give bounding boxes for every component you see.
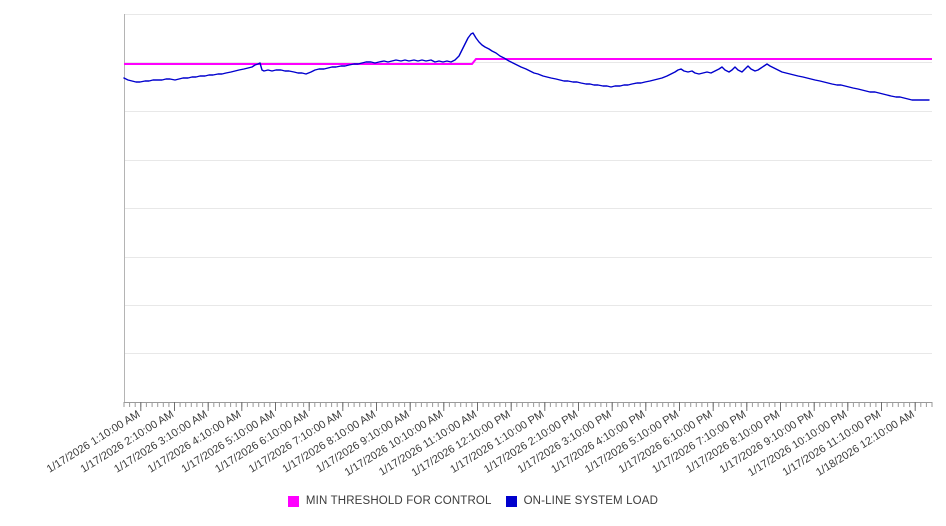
series-line-system-load <box>123 32 930 101</box>
chart-legend: MIN THRESHOLD FOR CONTROL ON-LINE SYSTEM… <box>0 495 946 507</box>
x-axis-tick-labels: 1/17/2026 1:10:00 AM1/17/2026 2:10:00 AM… <box>45 408 917 479</box>
legend-swatch-min-threshold <box>287 495 299 507</box>
x-axis-major-ticks <box>140 402 916 411</box>
legend-swatch-system-load <box>505 495 517 507</box>
series-line-min-threshold <box>124 58 932 65</box>
gridlines-horizontal <box>124 14 932 354</box>
legend-label-system-load: ON-LINE SYSTEM LOAD <box>523 495 659 507</box>
legend-item-system-load[interactable]: ON-LINE SYSTEM LOAD <box>505 495 659 507</box>
legend-item-min-threshold[interactable]: MIN THRESHOLD FOR CONTROL <box>287 495 492 507</box>
legend-label-min-threshold: MIN THRESHOLD FOR CONTROL <box>305 495 492 507</box>
